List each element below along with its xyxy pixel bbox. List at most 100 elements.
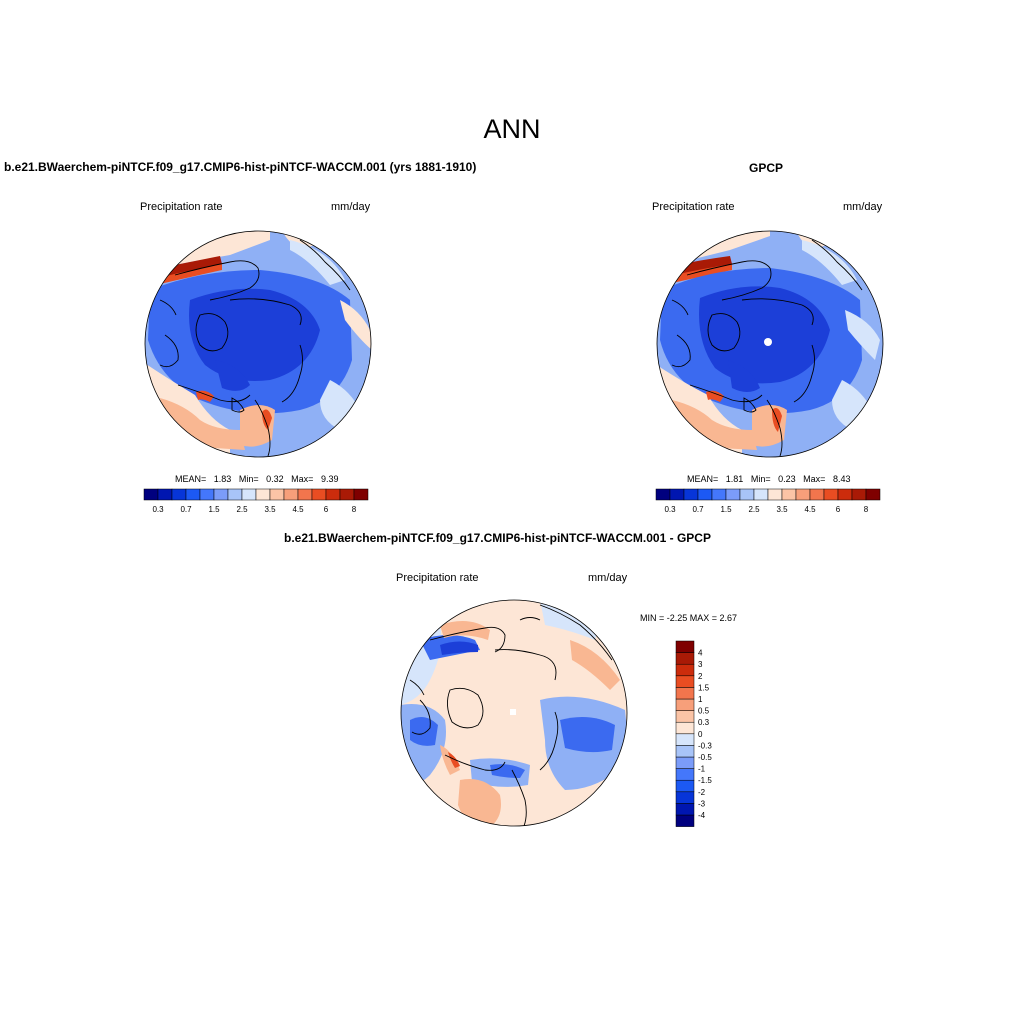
colorbar-box — [675, 721, 695, 735]
colorbar-box — [675, 745, 695, 758]
colorbar-tick-label: 2 — [698, 672, 703, 681]
panel-obs-units-label: mm/day — [843, 201, 883, 213]
colorbar-box — [655, 488, 671, 501]
max-label: Max= — [803, 474, 826, 484]
colorbar-box — [213, 488, 229, 501]
colorbar-box — [809, 488, 825, 501]
panel-model-stats: MEAN= 1.83 Min= 0.32 Max= 9.39 — [175, 474, 338, 484]
map-boundary — [656, 230, 884, 458]
panel-diff-title: b.e21.BWaerchem-piNTCF.f09_g17.CMIP6-his… — [284, 531, 711, 545]
coastlines-diff — [409, 604, 613, 826]
colorbar-tick-label: 0.3 — [698, 718, 710, 727]
colorbar-tick-label: 3.5 — [776, 505, 788, 514]
colorbar-box — [851, 488, 867, 501]
colorbar-box — [311, 488, 327, 501]
max-value: 9.39 — [320, 474, 339, 484]
colorbar-tick-label: -0.5 — [698, 753, 712, 762]
polar-map-model — [144, 230, 372, 458]
mean-value: 1.83 — [213, 474, 232, 484]
colorbar-box — [283, 488, 299, 501]
colorbar-tick-label: 1.5 — [698, 683, 710, 692]
min-label: Min= — [238, 474, 259, 484]
min-value: 0.32 — [266, 474, 284, 484]
colorbar-box — [781, 488, 797, 501]
panel-model-title: b.e21.BWaerchem-piNTCF.f09_g17.CMIP6-his… — [4, 160, 477, 174]
colorbar-tick-label: -1 — [698, 765, 706, 774]
map-boundary — [400, 599, 628, 827]
colorbar-box — [255, 488, 271, 501]
colorbar-diff: -4 -3 -2 -1.5 -1 -0.5 -0.3 0 0.3 0.5 1 1.5 2 3 4 — [675, 640, 712, 827]
colorbar-tick-label: 1.5 — [720, 505, 732, 514]
colorbar-tick-label: -1.5 — [698, 776, 712, 785]
colorbar-box — [675, 675, 695, 688]
colorbar-box — [297, 488, 313, 501]
panel-model-variable-label: Precipitation rate — [140, 201, 223, 213]
colorbar-box — [697, 488, 713, 501]
mean-label: MEAN= — [175, 474, 207, 484]
colorbar-tick-label: 3.5 — [264, 505, 276, 514]
colorbar-tick-label: 2.5 — [236, 505, 248, 514]
colorbar-box — [675, 710, 695, 723]
colorbar-tick-label: 2.5 — [748, 505, 760, 514]
mean-label: MEAN= — [687, 474, 719, 484]
colorbar-tick-label: 8 — [352, 505, 357, 514]
colorbar-box — [675, 687, 695, 700]
colorbar-tick-label: 8 — [864, 505, 869, 514]
precip-field-model — [145, 231, 371, 457]
colorbar-box — [753, 488, 769, 501]
colorbar-box — [269, 488, 285, 501]
max-value: 8.43 — [832, 474, 851, 484]
colorbar-tick-label: 0 — [698, 730, 703, 739]
colorbar-box — [675, 814, 695, 827]
colorbar-tick-label: 4.5 — [292, 505, 304, 514]
colorbar-box — [675, 791, 695, 804]
colorbar-box — [185, 488, 201, 501]
colorbar-tick-label: -4 — [698, 811, 706, 820]
mean-value: 1.81 — [725, 474, 744, 484]
panel-diff-variable-label: Precipitation rate — [396, 572, 479, 584]
colorbar-box — [675, 803, 695, 816]
panel-diff-units-label: mm/day — [588, 572, 628, 584]
coastlines-obs — [671, 239, 863, 457]
colorbar-tick-label: 0.5 — [698, 707, 710, 716]
colorbar-box — [683, 488, 699, 501]
colorbar-tick-label: 4 — [698, 649, 703, 658]
colorbar-tick-label: 6 — [836, 505, 841, 514]
colorbar-box — [739, 488, 755, 501]
colorbar-box — [339, 488, 355, 501]
polar-map-obs — [656, 230, 884, 458]
colorbar-box — [823, 488, 839, 501]
colorbar-box — [675, 652, 695, 665]
colorbar-box — [143, 488, 159, 501]
coastlines-model — [159, 239, 351, 457]
polar-map-diff — [400, 599, 628, 827]
colorbar-box — [711, 488, 727, 501]
max-label: Max= — [291, 474, 314, 484]
colorbar-box — [767, 488, 783, 501]
colorbar-box — [675, 663, 695, 677]
min-value: 0.23 — [778, 474, 796, 484]
colorbar-box — [795, 488, 811, 501]
colorbar-tick-label: 1 — [698, 695, 703, 704]
panel-diff-stats: MIN = -2.25 MAX = 2.67 — [640, 613, 738, 623]
panel-model-units-label: mm/day — [331, 201, 371, 213]
colorbar-box — [865, 488, 881, 501]
colorbar-box — [675, 733, 695, 746]
panel-obs-title: GPCP — [749, 161, 784, 175]
colorbar-tick-label: -3 — [698, 799, 706, 808]
panel-obs-stats: MEAN= 1.81 Min= 0.23 Max= 8.43 — [687, 474, 850, 484]
colorbar-box — [675, 640, 695, 653]
colorbar-tick-label: 4.5 — [804, 505, 816, 514]
colorbar-box — [675, 779, 695, 793]
map-boundary — [144, 230, 372, 458]
main-title: ANN — [483, 114, 541, 144]
colorbar-box — [675, 768, 695, 781]
colorbar-tick-label: -2 — [698, 788, 706, 797]
colorbar-box — [353, 488, 369, 501]
colorbar-box — [837, 488, 853, 501]
panel-obs-variable-label: Precipitation rate — [652, 201, 735, 213]
colorbar-model: 0.3 0.7 1.5 2.5 3.5 4.5 6 8 — [143, 488, 369, 514]
colorbar-tick-label: 0.3 — [664, 505, 676, 514]
colorbar-box — [241, 488, 257, 501]
colorbar-obs: 0.3 0.7 1.5 2.5 3.5 4.5 6 8 — [655, 488, 881, 514]
